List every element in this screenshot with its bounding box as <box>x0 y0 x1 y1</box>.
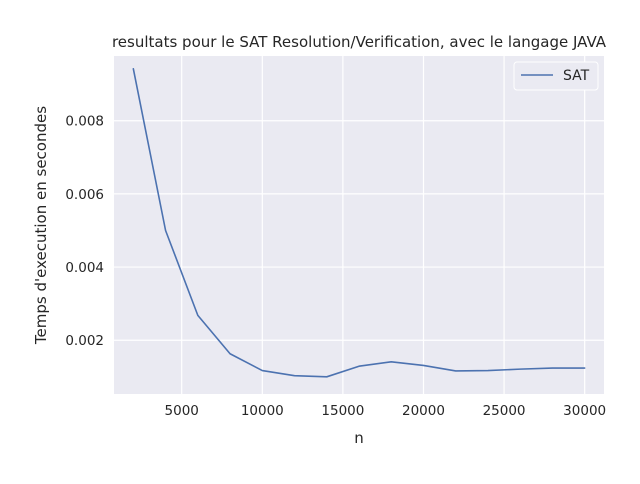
plot-area <box>114 56 604 394</box>
x-tick-label: 5000 <box>165 403 199 419</box>
y-tick-label: 0.002 <box>65 333 104 349</box>
x-tick-label: 20000 <box>402 403 445 419</box>
y-tick-label: 0.006 <box>65 187 104 203</box>
legend-label-sat: SAT <box>563 68 590 84</box>
x-tick-labels: 5000 10000 15000 20000 25000 30000 <box>165 403 607 419</box>
y-tick-label: 0.004 <box>65 260 104 276</box>
x-tick-label: 25000 <box>483 403 526 419</box>
x-tick-label: 30000 <box>563 403 606 419</box>
x-axis-label: n <box>354 429 364 447</box>
legend: SAT <box>514 62 598 90</box>
y-tick-label: 0.008 <box>65 114 104 130</box>
chart-title: resultats pour le SAT Resolution/Verific… <box>112 33 607 51</box>
x-tick-label: 15000 <box>321 403 364 419</box>
y-axis-label: Temps d'execution en secondes <box>32 106 50 345</box>
y-tick-labels: 0.002 0.004 0.006 0.008 <box>65 114 104 349</box>
x-tick-label: 10000 <box>241 403 284 419</box>
